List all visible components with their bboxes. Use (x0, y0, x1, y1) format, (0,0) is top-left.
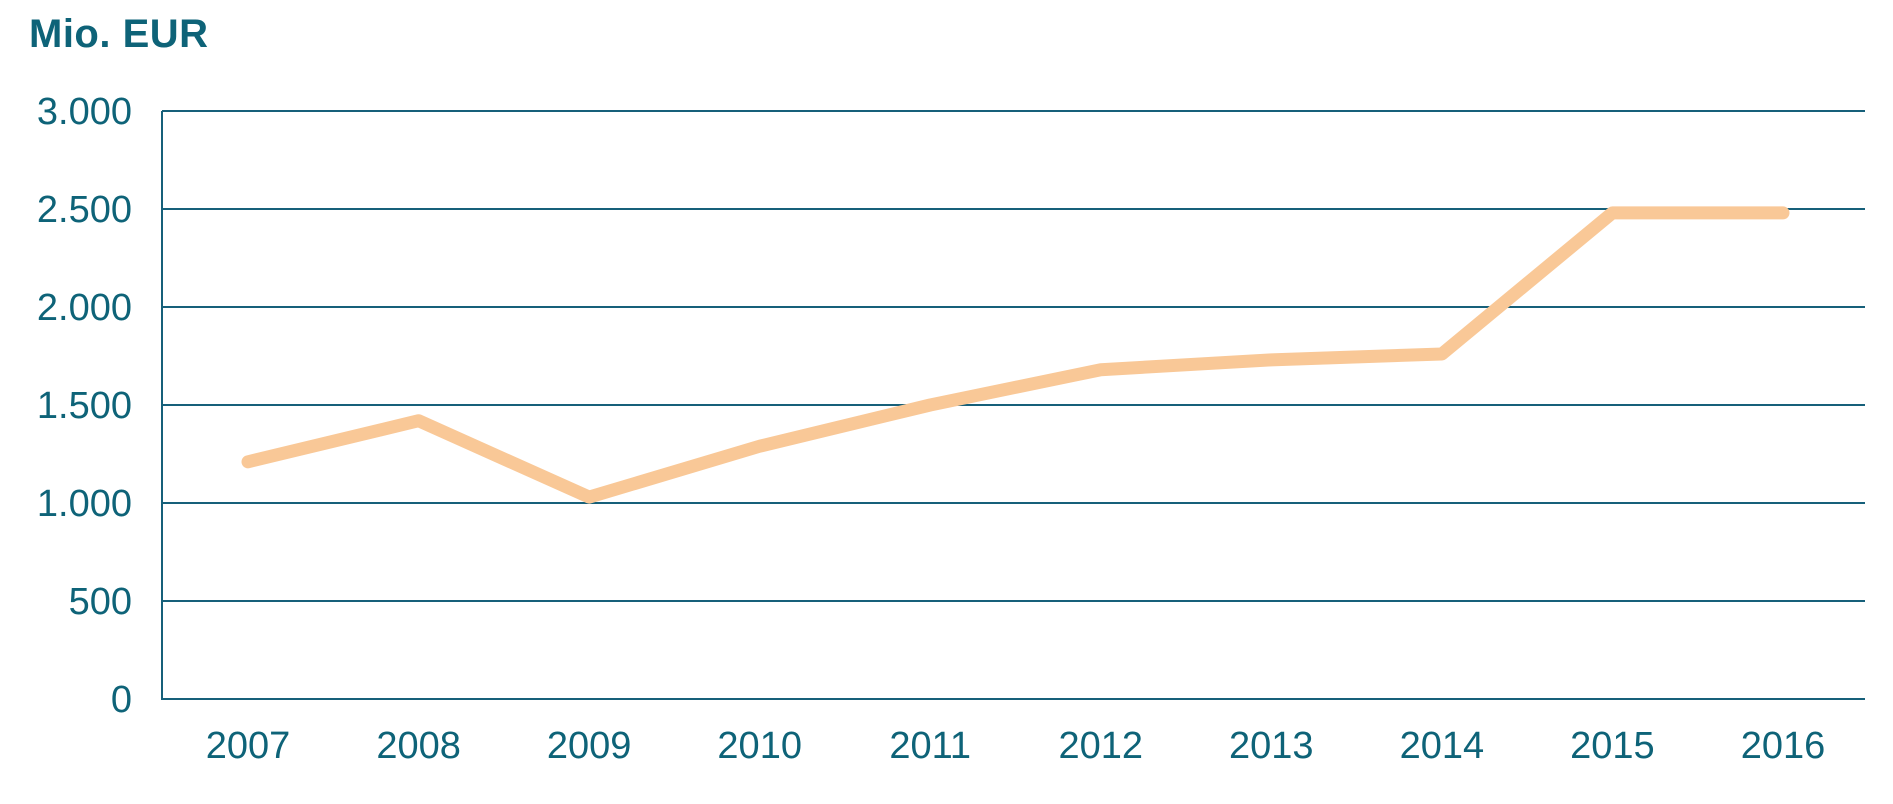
x-tick-label: 2013 (1229, 725, 1314, 767)
series-line (241, 206, 1790, 504)
y-tick-label: 2.500 (37, 189, 132, 231)
y-tick-label: 500 (69, 581, 132, 623)
y-tick-label: 1.500 (37, 385, 132, 427)
x-tick-label: 2011 (889, 725, 971, 767)
x-tick-label: 2015 (1570, 725, 1655, 767)
x-tick-label: 2014 (1400, 725, 1485, 767)
y-tick-label: 0 (111, 679, 132, 721)
y-tick-label: 3.000 (37, 91, 132, 133)
y-axis-unit-label: Mio. EUR (29, 12, 209, 56)
x-axis-tick-labels: 2007 2008 2009 2010 2011 2012 2013 2014 2015 2016 (206, 725, 1826, 767)
x-tick-label: 2010 (717, 725, 802, 767)
x-tick-label: 2007 (206, 725, 291, 767)
y-axis-tick-labels: 3.000 2.500 2.000 1.500 1.000 500 0 (37, 91, 132, 721)
x-tick-label: 2016 (1741, 725, 1826, 767)
x-tick-label: 2008 (376, 725, 461, 767)
y-tick-label: 1.000 (37, 483, 132, 525)
gridlines (162, 110, 1865, 700)
y-tick-label: 2.000 (37, 287, 132, 329)
x-tick-label: 2012 (1059, 725, 1144, 767)
x-tick-label: 2009 (547, 725, 632, 767)
data-series (241, 206, 1790, 504)
